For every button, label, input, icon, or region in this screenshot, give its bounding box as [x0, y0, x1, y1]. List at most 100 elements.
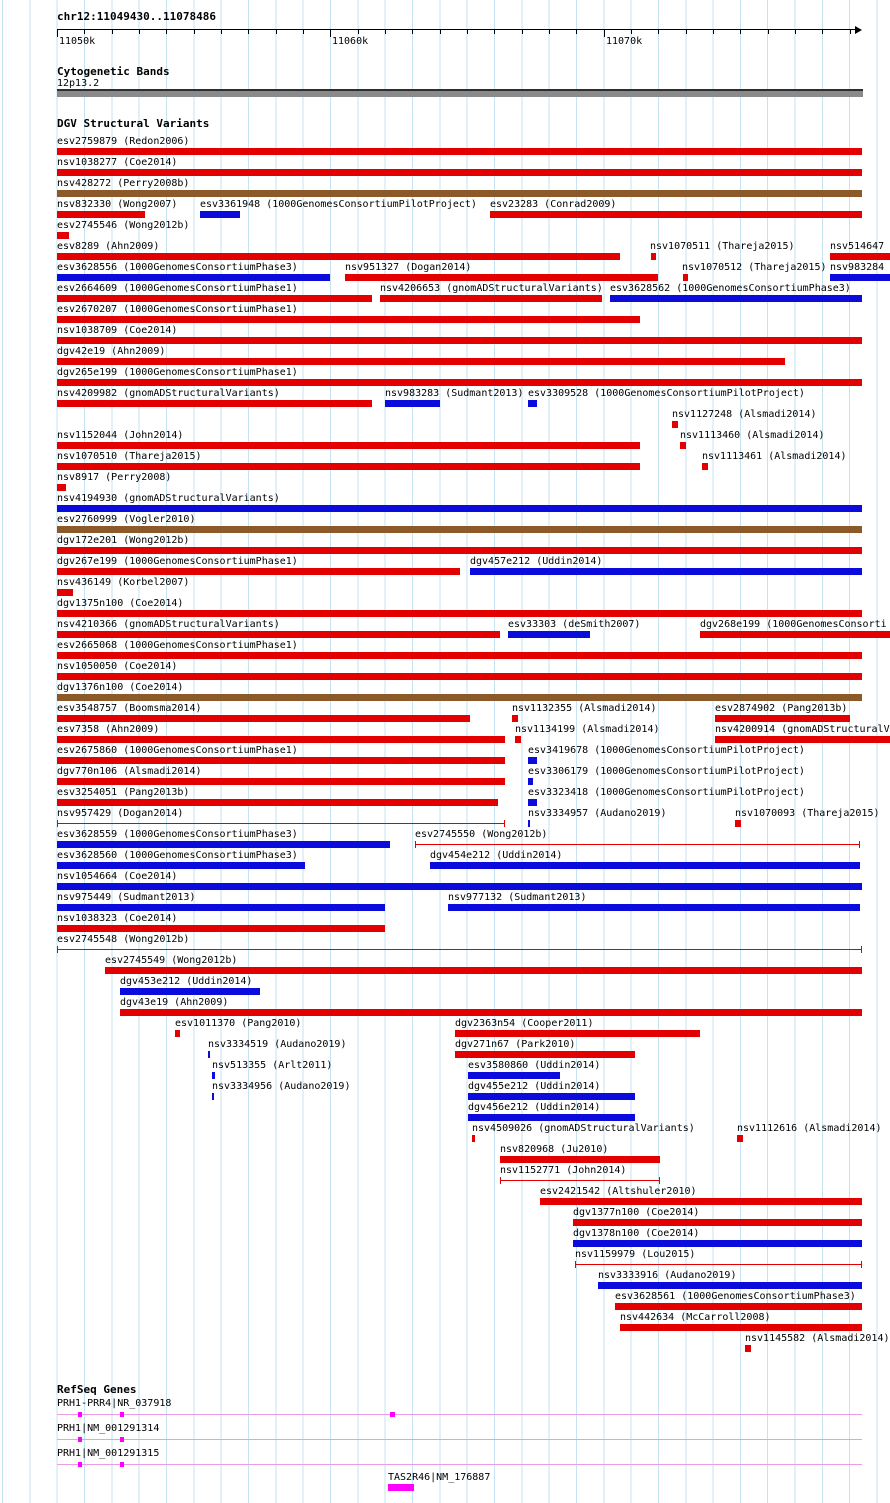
- feature-bar[interactable]: [57, 799, 498, 806]
- feature-bar[interactable]: [573, 1240, 862, 1247]
- feature-bar[interactable]: [57, 547, 862, 554]
- feature-bar[interactable]: [57, 820, 505, 827]
- feature-bar[interactable]: [715, 736, 890, 743]
- feature-bar[interactable]: [120, 988, 260, 995]
- feature-bar[interactable]: [57, 715, 470, 722]
- feature-bar[interactable]: [651, 253, 656, 260]
- feature-bar[interactable]: [105, 967, 862, 974]
- feature-bar[interactable]: [490, 211, 862, 218]
- feature-label: esv3628556 (1000GenomesConsortiumPhase3): [57, 262, 298, 273]
- feature-bar[interactable]: [57, 610, 862, 617]
- gene-exon-box[interactable]: [388, 1484, 414, 1491]
- feature-bar[interactable]: [200, 211, 240, 218]
- feature-bar[interactable]: [175, 1030, 180, 1037]
- feature-bar[interactable]: [57, 778, 505, 785]
- feature-bar[interactable]: [57, 694, 862, 701]
- feature-bar[interactable]: [680, 442, 686, 449]
- feature-bar[interactable]: [57, 274, 330, 281]
- feature-bar[interactable]: [57, 211, 145, 218]
- feature-bar[interactable]: [508, 631, 590, 638]
- feature-bar[interactable]: [512, 715, 518, 722]
- feature-bar[interactable]: [468, 1072, 560, 1079]
- gene-line[interactable]: [57, 1414, 862, 1415]
- feature-label: esv2745548 (Wong2012b): [57, 934, 190, 945]
- feature-bar[interactable]: [208, 1051, 210, 1058]
- feature-bar[interactable]: [448, 904, 860, 911]
- feature-bar[interactable]: [57, 652, 862, 659]
- feature-bar[interactable]: [455, 1030, 700, 1037]
- feature-bar[interactable]: [57, 526, 862, 533]
- feature-label: nsv513355 (Arlt2011): [212, 1060, 333, 1071]
- feature-bar[interactable]: [620, 1324, 862, 1331]
- feature-bar[interactable]: [528, 820, 530, 827]
- feature-bar[interactable]: [57, 337, 862, 344]
- feature-bar[interactable]: [57, 190, 862, 197]
- feature-bar[interactable]: [57, 316, 640, 323]
- feature-bar[interactable]: [415, 841, 860, 848]
- gene-line[interactable]: [57, 1464, 862, 1465]
- feature-bar[interactable]: [120, 1009, 862, 1016]
- feature-bar[interactable]: [57, 232, 69, 239]
- feature-bar[interactable]: [57, 757, 505, 764]
- feature-bar[interactable]: [528, 799, 537, 806]
- feature-bar[interactable]: [212, 1093, 214, 1100]
- feature-bar[interactable]: [528, 778, 533, 785]
- feature-bar[interactable]: [57, 442, 640, 449]
- feature-bar[interactable]: [212, 1072, 215, 1079]
- feature-bar[interactable]: [430, 862, 860, 869]
- feature-bar[interactable]: [57, 463, 640, 470]
- feature-bar[interactable]: [57, 400, 372, 407]
- feature-bar[interactable]: [57, 841, 390, 848]
- feature-bar[interactable]: [528, 757, 537, 764]
- feature-bar[interactable]: [702, 463, 708, 470]
- feature-bar[interactable]: [57, 379, 862, 386]
- feature-bar[interactable]: [345, 274, 658, 281]
- feature-bar[interactable]: [540, 1198, 862, 1205]
- feature-bar[interactable]: [57, 505, 862, 512]
- feature-bar[interactable]: [57, 253, 620, 260]
- feature-bar[interactable]: [528, 400, 537, 407]
- gene-line[interactable]: [57, 1439, 862, 1440]
- feature-bar[interactable]: [57, 904, 385, 911]
- feature-bar[interactable]: [57, 631, 500, 638]
- feature-bar[interactable]: [57, 673, 862, 680]
- feature-bar[interactable]: [57, 589, 73, 596]
- feature-bar[interactable]: [715, 715, 850, 722]
- feature-bar[interactable]: [515, 736, 521, 743]
- feature-bar[interactable]: [672, 421, 678, 428]
- feature-bar[interactable]: [468, 1093, 635, 1100]
- feature-bar[interactable]: [57, 169, 862, 176]
- feature-bar[interactable]: [57, 148, 862, 155]
- feature-bar[interactable]: [700, 631, 890, 638]
- feature-bar[interactable]: [57, 484, 66, 491]
- feature-bar[interactable]: [610, 295, 862, 302]
- feature-bar[interactable]: [57, 736, 505, 743]
- feature-bar[interactable]: [455, 1051, 635, 1058]
- feature-bar[interactable]: [735, 820, 741, 827]
- feature-label: nsv1070093 (Thareja2015): [735, 808, 880, 819]
- feature-bar[interactable]: [57, 358, 785, 365]
- feature-bar[interactable]: [472, 1135, 475, 1142]
- feature-bar[interactable]: [830, 253, 890, 260]
- feature-bar[interactable]: [830, 274, 890, 281]
- feature-label: nsv1113461 (Alsmadi2014): [702, 451, 847, 462]
- feature-bar[interactable]: [683, 274, 688, 281]
- feature-bar[interactable]: [573, 1219, 862, 1226]
- feature-bar[interactable]: [57, 925, 385, 932]
- feature-bar[interactable]: [57, 568, 460, 575]
- feature-bar[interactable]: [575, 1261, 862, 1268]
- feature-bar[interactable]: [380, 295, 602, 302]
- feature-bar[interactable]: [745, 1345, 751, 1352]
- feature-bar[interactable]: [468, 1114, 635, 1121]
- feature-bar[interactable]: [598, 1282, 862, 1289]
- feature-bar[interactable]: [615, 1303, 862, 1310]
- feature-bar[interactable]: [57, 295, 372, 302]
- feature-bar[interactable]: [500, 1177, 660, 1184]
- feature-bar[interactable]: [385, 400, 440, 407]
- feature-bar[interactable]: [737, 1135, 743, 1142]
- feature-bar[interactable]: [57, 883, 862, 890]
- feature-bar[interactable]: [470, 568, 862, 575]
- feature-bar[interactable]: [57, 946, 862, 953]
- feature-bar[interactable]: [500, 1156, 660, 1163]
- feature-bar[interactable]: [57, 862, 305, 869]
